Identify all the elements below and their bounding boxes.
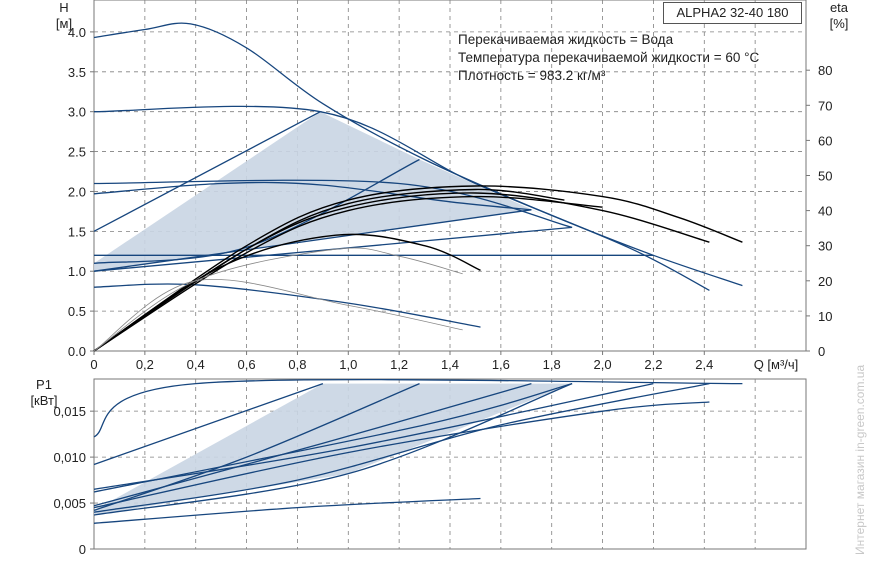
power-curve-5 [93,382,654,490]
head-curve-4 [93,181,532,211]
temperature-note: Температура перекачиваемой жидкости = 60… [458,50,760,65]
head-curve-1 [93,22,743,287]
head-y-tick-label: 0.5 [68,304,86,319]
head-x-tick-label: 1,4 [441,357,459,372]
eta-y-tick-label: 60 [818,133,832,148]
power-curve-9 [93,401,710,509]
eta-y-tick-label: 0 [818,344,825,359]
power-curve-6 [93,382,532,507]
head-y-tick-label: 3.0 [68,105,86,120]
density-note: Плотность = 983.2 кг/м³ [458,68,606,83]
efficiency-curve-6 [93,247,463,352]
efficiency-curve-1 [93,185,743,352]
head-curve-3 [93,179,573,229]
fluid-note: Перекачиваемая жидкость = Вода [458,32,674,47]
eta-y-tick-label: 10 [818,309,832,324]
eta-y-tick-label: 30 [818,239,832,254]
head-x-tick-label: 2,4 [695,357,713,372]
power-y-tick-label: 0,010 [53,450,86,465]
power-curve-2 [93,382,324,466]
eta-y-tick-label: 40 [818,204,832,219]
head-y-axis-label: H [59,0,68,15]
power-curve-10 [93,497,481,524]
power-y-tick-label: 0 [79,542,86,557]
power-y-axis-label: P1 [36,377,52,392]
head-y-tick-label: 0.0 [68,344,86,359]
efficiency-curve-3 [93,195,603,352]
power-curve-1 [93,378,743,438]
head-x-tick-label: 0,4 [187,357,205,372]
head-x-tick-label: 1,0 [339,357,357,372]
power-y-tick-label: 0,005 [53,496,86,511]
head-x-tick-label: 1,2 [390,357,408,372]
head-curve-5 [93,111,321,232]
head-x-tick-label: 2,0 [594,357,612,372]
power-curve-3 [93,383,420,512]
efficiency-curve-4 [93,188,565,352]
efficiency-curve-7 [93,278,463,352]
head-y-axis-label: [м] [56,16,72,31]
head-y-tick-label: 1.5 [68,224,86,239]
head-x-tick-label: 1,6 [492,357,510,372]
head-curve-2 [93,105,710,291]
model-label: ALPHA2 32-40 180 [663,2,802,24]
head-x-tick-label: 0,6 [238,357,256,372]
head-x-tick-label: 2,2 [644,357,662,372]
power-y-axis-label: [кВт] [30,393,57,408]
head-x-axis-label: Q [м³/ч] [754,357,799,372]
power-curve-8 [93,382,710,513]
power-operating-region [94,383,573,515]
head-y-tick-label: 4.0 [68,25,86,40]
head-y-tick-label: 2.0 [68,184,86,199]
head-curve-10 [93,283,481,328]
eta-y-tick-label: 50 [818,169,832,184]
head-x-tick-label: 0,2 [136,357,154,372]
head-y-tick-label: 1.0 [68,264,86,279]
eta-y-tick-label: 20 [818,274,832,289]
head-y-tick-label: 3.5 [68,65,86,80]
head-curve-6 [93,158,420,264]
eta-y-tick-label: 80 [818,63,832,78]
head-x-tick-label: 0,8 [288,357,306,372]
head-plot: 0.0 0.5 1.0 1.5 2.0 2.5 3.0 3.5 4.0H[м] 0 0,2 0,4 0,… [56,0,849,372]
efficiency-curve-5 [93,233,481,352]
power-curve-7 [93,382,573,516]
watermark-text: Интернет магазин in-green.com.ua [853,364,867,555]
head-y-tick-label: 2.5 [68,145,86,160]
head-curve-9 [93,209,532,272]
eta-y-axis-label: [%] [830,16,849,31]
eta-y-tick-label: 70 [818,98,832,113]
head-x-tick-label: 1,8 [543,357,561,372]
head-x-tick-label: 0 [90,357,97,372]
power-y-tick-label: 0,015 [53,404,86,419]
eta-y-axis-label: eta [830,0,849,15]
head-operating-region [94,111,573,272]
